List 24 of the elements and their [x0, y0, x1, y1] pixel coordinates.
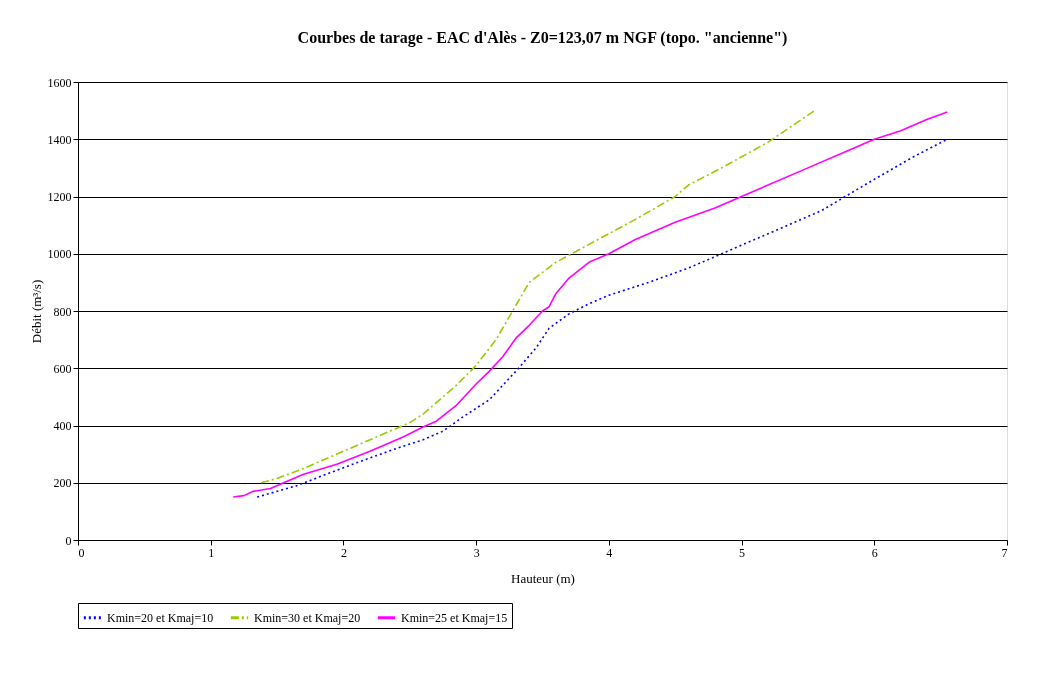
line-series — [260, 109, 816, 484]
y-tick-label: 800 — [53, 304, 72, 319]
x-tick-label: 0 — [78, 545, 85, 560]
x-tick-label: 2 — [340, 545, 347, 560]
legend-label: Kmin=25 et Kmaj=15 — [401, 610, 508, 625]
x-tick-label: 6 — [871, 545, 878, 560]
legend-label: Kmin=30 et Kmaj=20 — [254, 610, 361, 625]
y-tick-label: 200 — [53, 476, 72, 491]
chart-title: Courbes de tarage - EAC d'Alès - Z0=123,07 m NGF (topo. "ancienne") — [297, 29, 788, 47]
x-tick-label: 4 — [606, 545, 613, 560]
y-axis-title: Débit (m³/s) — [28, 279, 44, 344]
y-tick-label: 400 — [53, 419, 72, 433]
x-tick-label: 7 — [1001, 545, 1008, 560]
x-tick-label: 5 — [739, 545, 746, 560]
x-axis-title: Hauteur (m) — [511, 570, 575, 586]
x-tick-label: 3 — [473, 545, 480, 560]
y-tick-label: 1200 — [47, 190, 72, 204]
y-tick-label: 600 — [53, 361, 72, 376]
y-tick-label: 0 — [65, 533, 72, 548]
legend-label: Kmin=20 et Kmaj=10 — [107, 610, 214, 625]
y-tick-label: 1000 — [47, 247, 72, 262]
y-tick-label: 1600 — [47, 75, 72, 90]
x-tick-label: 1 — [208, 545, 215, 560]
y-tick-label: 1400 — [47, 132, 72, 147]
